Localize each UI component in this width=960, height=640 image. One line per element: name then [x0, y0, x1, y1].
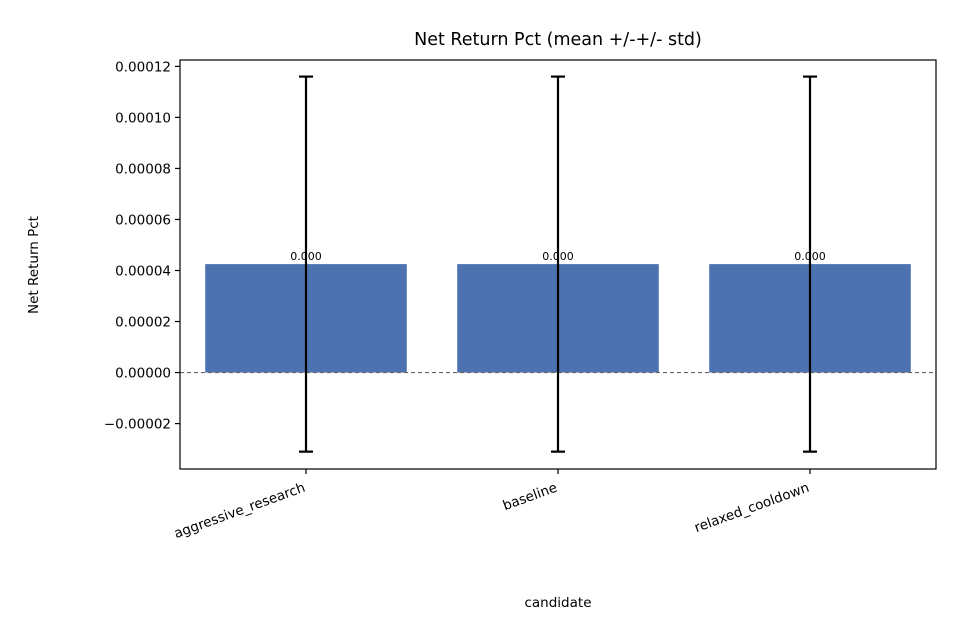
plot-area: 0.000 0.000 0.000 −0.00002 0.00000 0.00002 0.0…: [104, 59, 937, 542]
y-tick-label: 0.00004: [115, 263, 171, 279]
chart-title: Net Return Pct (mean +/-+/- std): [414, 30, 702, 50]
data-label: 0.000: [794, 250, 826, 263]
x-tick-label: aggressive_research: [172, 480, 307, 542]
x-tick-label: relaxed_cooldown: [692, 480, 811, 536]
data-label: 0.000: [290, 250, 322, 263]
y-tick-label: 0.00006: [115, 212, 171, 228]
y-axis-label: Net Return Pct: [26, 216, 42, 314]
y-tick-label: 0.00008: [115, 161, 171, 177]
y-tick-label: 0.00000: [115, 366, 171, 382]
x-axis-label: candidate: [524, 595, 591, 611]
x-tick-label: baseline: [501, 480, 560, 514]
y-tick-label: −0.00002: [104, 417, 171, 433]
data-label: 0.000: [542, 250, 574, 263]
y-tick-label: 0.00002: [115, 315, 171, 331]
y-tick-label: 0.00012: [115, 59, 171, 75]
y-tick-label: 0.00010: [115, 110, 171, 126]
